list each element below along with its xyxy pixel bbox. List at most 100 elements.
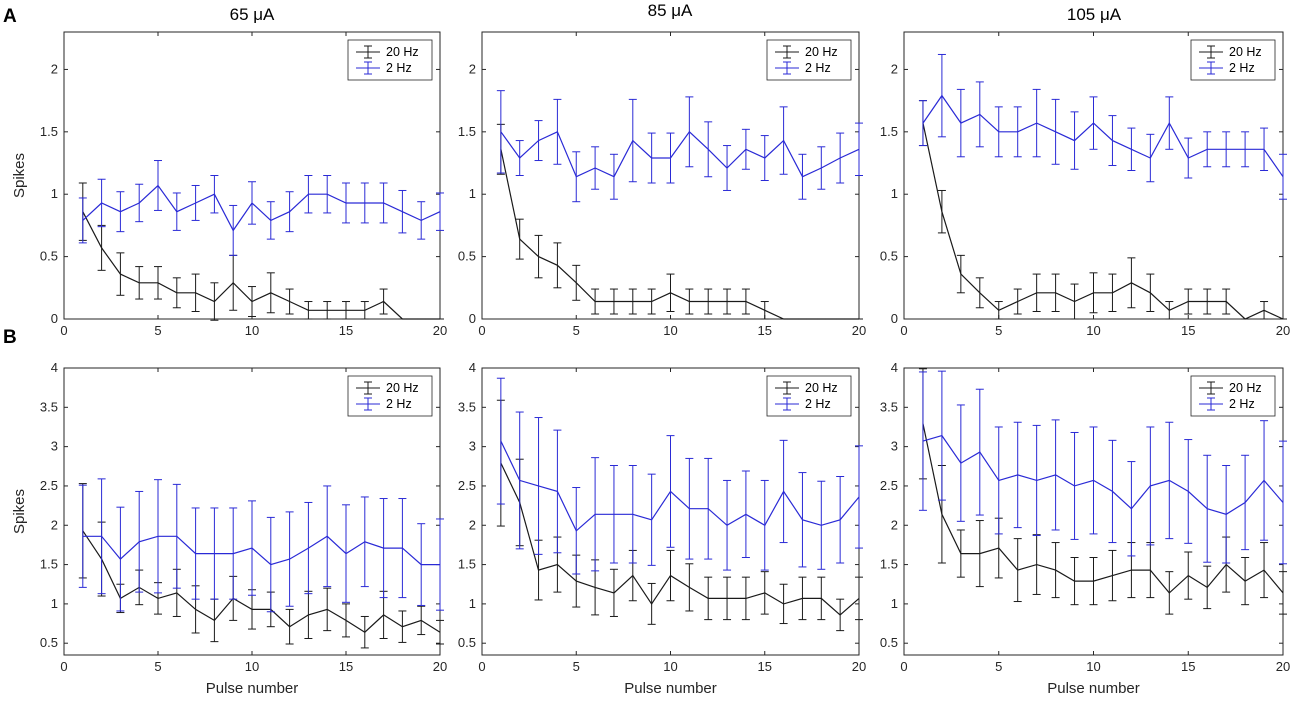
y-tick-label: 0 bbox=[51, 311, 58, 326]
y-tick-label: 2 bbox=[891, 61, 898, 76]
y-tick-label: 0.5 bbox=[40, 249, 58, 264]
column-title-105ua: 105 μA bbox=[1067, 5, 1122, 24]
legend-box bbox=[347, 39, 433, 81]
x-tick-label: 10 bbox=[663, 323, 677, 338]
x-tick-label: 10 bbox=[245, 323, 259, 338]
y-tick-label: 2 bbox=[51, 61, 58, 76]
legend-label: 2 Hz bbox=[1229, 61, 1255, 75]
legend-box bbox=[766, 375, 852, 417]
legend-label: 20 Hz bbox=[386, 45, 419, 59]
subplot-a1: 0 5 10 15 20 0 0.5 1 1.5 2 Spikes 20 Hz 2 Hz bbox=[11, 31, 447, 338]
y-tick-label: 0 bbox=[891, 311, 898, 326]
series-line bbox=[82, 184, 441, 232]
series-20hz bbox=[496, 399, 863, 632]
series-line bbox=[922, 423, 1284, 594]
series-2hz bbox=[496, 90, 863, 203]
y-tick-label: 1.5 bbox=[40, 557, 58, 572]
subplot-b2: 0 5 10 15 20 0.5 1 1.5 2 2.5 3 3.5 4 Pulse number 20 H… bbox=[458, 360, 866, 697]
legend-box bbox=[766, 39, 852, 81]
y-tick-label: 1 bbox=[891, 186, 898, 201]
y-tick-label: 3.5 bbox=[40, 399, 58, 414]
x-tick-label: 15 bbox=[1181, 323, 1195, 338]
y-axis-label: Spikes bbox=[11, 153, 28, 198]
legend-box bbox=[1190, 39, 1276, 81]
panel-label-a: A bbox=[3, 6, 17, 27]
x-tick-label: 10 bbox=[1086, 323, 1100, 338]
y-tick-label: 3 bbox=[51, 439, 58, 454]
series-2hz bbox=[918, 53, 1287, 200]
legend-label: 20 Hz bbox=[1229, 381, 1262, 395]
x-tick-label: 10 bbox=[663, 659, 677, 674]
y-tick-label: 2.5 bbox=[880, 478, 898, 493]
x-tick-label: 5 bbox=[154, 659, 161, 674]
x-tick-label: 20 bbox=[1276, 659, 1290, 674]
x-tick-label: 0 bbox=[900, 323, 907, 338]
x-tick-label: 5 bbox=[995, 659, 1002, 674]
legend: 20 Hz 2 Hz bbox=[1190, 39, 1276, 81]
series-line bbox=[500, 462, 860, 616]
legend-label: 2 Hz bbox=[1229, 397, 1255, 411]
x-axis-label: Pulse number bbox=[206, 680, 299, 697]
x-tick-label: 5 bbox=[573, 323, 580, 338]
y-tick-label: 4 bbox=[51, 360, 58, 375]
y-tick-label: 0.5 bbox=[458, 635, 476, 650]
y-axis-label: Spikes bbox=[11, 489, 28, 534]
y-tick-label: 3 bbox=[469, 439, 476, 454]
series-2hz bbox=[78, 478, 444, 613]
y-tick-label: 2 bbox=[469, 61, 476, 76]
legend-label: 20 Hz bbox=[805, 381, 838, 395]
x-tick-label: 0 bbox=[478, 323, 485, 338]
legend-label: 20 Hz bbox=[1229, 45, 1262, 59]
legend-label: 20 Hz bbox=[805, 45, 838, 59]
x-tick-label: 15 bbox=[758, 323, 772, 338]
legend: 20 Hz 2 Hz bbox=[1190, 375, 1276, 417]
subplot-b3: 0 5 10 15 20 0.5 1 1.5 2 2.5 3 3.5 4 Pulse number 20 H… bbox=[880, 360, 1290, 697]
series-2hz bbox=[78, 160, 444, 256]
x-axis-label: Pulse number bbox=[1047, 680, 1140, 697]
x-tick-label: 0 bbox=[60, 659, 67, 674]
y-tick-label: 1.5 bbox=[458, 124, 476, 139]
x-tick-label: 5 bbox=[995, 323, 1002, 338]
y-tick-label: 0.5 bbox=[458, 249, 476, 264]
column-title-65ua: 65 μA bbox=[230, 5, 275, 24]
y-tick-label: 2 bbox=[51, 517, 58, 532]
series-line bbox=[82, 211, 440, 320]
x-tick-label: 5 bbox=[154, 323, 161, 338]
x-tick-label: 20 bbox=[852, 659, 866, 674]
x-tick-label: 15 bbox=[1181, 659, 1195, 674]
y-tick-label: 1.5 bbox=[40, 124, 58, 139]
subplot-a3: 0 5 10 15 20 0 0.5 1 1.5 2 20 Hz 2 Hz bbox=[880, 31, 1290, 338]
legend: 20 Hz 2 Hz bbox=[766, 39, 852, 81]
y-tick-label: 3.5 bbox=[458, 399, 476, 414]
x-tick-label: 15 bbox=[339, 323, 353, 338]
series-line bbox=[922, 94, 1284, 178]
y-tick-label: 1 bbox=[51, 596, 58, 611]
series-line bbox=[500, 440, 860, 532]
y-tick-label: 4 bbox=[891, 360, 898, 375]
series-2hz bbox=[496, 377, 863, 575]
x-tick-label: 20 bbox=[433, 659, 447, 674]
x-tick-label: 5 bbox=[573, 659, 580, 674]
x-tick-label: 20 bbox=[433, 323, 447, 338]
legend-label: 2 Hz bbox=[386, 61, 412, 75]
y-tick-label: 2 bbox=[469, 517, 476, 532]
y-tick-label: 0.5 bbox=[40, 635, 58, 650]
x-tick-label: 0 bbox=[478, 659, 485, 674]
y-tick-label: 1.5 bbox=[458, 557, 476, 572]
y-tick-label: 3.5 bbox=[880, 399, 898, 414]
x-tick-label: 0 bbox=[60, 323, 67, 338]
y-tick-label: 4 bbox=[469, 360, 476, 375]
y-tick-label: 0.5 bbox=[880, 249, 898, 264]
subplot-b1: 0 5 10 15 20 0.5 1 1.5 2 2.5 3 3.5 4 Spikes Pulse numb… bbox=[11, 360, 447, 697]
series-line bbox=[922, 434, 1284, 515]
y-tick-label: 1.5 bbox=[880, 124, 898, 139]
y-tick-label: 0 bbox=[469, 311, 476, 326]
y-tick-label: 0.5 bbox=[880, 635, 898, 650]
y-tick-label: 2.5 bbox=[458, 478, 476, 493]
series-line bbox=[922, 122, 1284, 320]
x-axis-label: Pulse number bbox=[624, 680, 717, 697]
legend-label: 2 Hz bbox=[805, 61, 831, 75]
legend: 20 Hz 2 Hz bbox=[347, 375, 433, 417]
